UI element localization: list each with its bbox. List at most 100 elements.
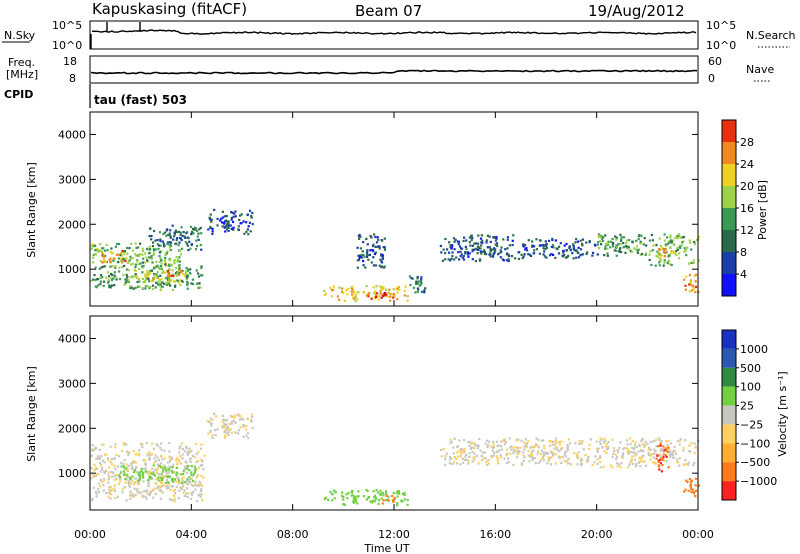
heatmap-cell <box>136 487 139 491</box>
heatmap-cell <box>159 497 162 500</box>
heatmap-cell <box>445 452 448 455</box>
heatmap-cell <box>577 451 580 454</box>
heatmap-cell <box>117 474 120 477</box>
heatmap-cell <box>107 476 111 479</box>
heatmap-cell <box>130 493 133 496</box>
heatmap-cell <box>452 446 455 449</box>
heatmap-cell <box>243 232 246 235</box>
heatmap-cell <box>174 285 177 289</box>
heatmap-cell <box>594 455 597 458</box>
heatmap-cell <box>124 281 127 284</box>
heatmap-cell <box>150 234 153 238</box>
heatmap-cell <box>146 259 149 262</box>
heatmap-cell <box>588 447 591 451</box>
heatmap-cell <box>537 446 540 449</box>
heatmap-cell <box>115 278 118 281</box>
heatmap-cell <box>150 280 153 283</box>
heatmap-cell <box>580 462 583 465</box>
heatmap-cell <box>473 242 476 245</box>
heatmap-cell <box>223 422 226 425</box>
heatmap-cell <box>172 280 176 283</box>
heatmap-cell <box>181 234 184 237</box>
heatmap-cell <box>131 479 134 483</box>
heatmap-cell <box>591 251 595 254</box>
heatmap-cell <box>211 230 214 233</box>
heatmap-cell <box>688 478 691 481</box>
heatmap-cell <box>333 497 336 500</box>
heatmap-cell <box>596 243 599 246</box>
heatmap-cell <box>107 474 110 477</box>
heatmap-cell <box>351 491 354 494</box>
heatmap-cell <box>171 288 174 292</box>
heatmap-cell <box>462 451 465 454</box>
date-label: 19/Aug/2012 <box>588 2 685 20</box>
heatmap-cell <box>107 481 110 484</box>
heatmap-cell <box>170 263 173 266</box>
heatmap-cell <box>175 466 178 469</box>
heatmap-cell <box>362 259 365 263</box>
heatmap-cell <box>549 254 552 257</box>
freq-panel-frame <box>89 55 699 84</box>
heatmap-cell <box>403 289 406 292</box>
heatmap-cell <box>234 421 237 425</box>
heatmap-cell <box>228 422 231 425</box>
heatmap-cell <box>168 458 171 461</box>
heatmap-cell <box>164 256 167 259</box>
heatmap-cell <box>535 437 538 440</box>
heatmap-cell <box>227 220 230 223</box>
heatmap-cell <box>424 287 427 290</box>
heatmap-cell <box>600 243 603 246</box>
heatmap-cell <box>449 246 452 249</box>
heatmap-cell <box>356 298 359 301</box>
heatmap-cell <box>672 239 675 242</box>
heatmap-cell <box>674 236 677 239</box>
heatmap-cell <box>128 485 131 488</box>
heatmap-cell <box>178 256 181 259</box>
heatmap-cell <box>524 438 527 441</box>
heatmap-cell <box>543 444 546 447</box>
heatmap-cell <box>170 456 173 459</box>
heatmap-cell <box>459 255 462 258</box>
heatmap-cell <box>470 442 473 445</box>
heatmap-cell <box>553 447 556 450</box>
heatmap-cell <box>156 469 159 472</box>
heatmap-cell <box>605 442 608 445</box>
heatmap-cell <box>331 295 334 298</box>
heatmap-cell <box>136 280 139 284</box>
heatmap-cell <box>103 479 106 482</box>
heatmap-cell <box>187 249 190 252</box>
heatmap-cell <box>331 288 334 292</box>
heatmap-cell <box>242 424 245 427</box>
heatmap-cell <box>576 455 579 458</box>
heatmap-cell <box>455 256 458 259</box>
heatmap-cell <box>479 247 482 250</box>
heatmap-cell <box>670 239 673 242</box>
heatmap-cell <box>178 268 181 271</box>
heatmap-cell <box>167 483 170 486</box>
heatmap-cell <box>132 262 135 265</box>
heatmap-cell <box>167 269 170 272</box>
heatmap-cell <box>550 252 553 256</box>
heatmap-cell <box>656 454 659 457</box>
heatmap-cell <box>160 473 163 476</box>
heatmap-cell <box>676 234 679 237</box>
heatmap-cell <box>195 239 198 242</box>
heatmap-cell <box>692 285 695 288</box>
heatmap-cell <box>190 243 193 246</box>
heatmap-cell <box>570 463 573 466</box>
heatmap-cell <box>199 464 202 467</box>
heatmap-cell <box>146 284 149 288</box>
heatmap-cell <box>183 466 186 469</box>
heatmap-cell <box>119 476 122 479</box>
heatmap-cell <box>468 455 471 458</box>
heatmap-cell <box>176 260 179 263</box>
heatmap-cell <box>159 274 162 277</box>
heatmap-cell <box>150 453 153 456</box>
heatmap-cell <box>473 458 476 461</box>
heatmap-cell <box>420 278 423 281</box>
heatmap-cell <box>573 249 576 252</box>
heatmap-cell <box>563 254 566 257</box>
heatmap-cell <box>200 232 203 235</box>
heatmap-cell <box>665 447 668 450</box>
heatmap-cell <box>161 458 164 461</box>
